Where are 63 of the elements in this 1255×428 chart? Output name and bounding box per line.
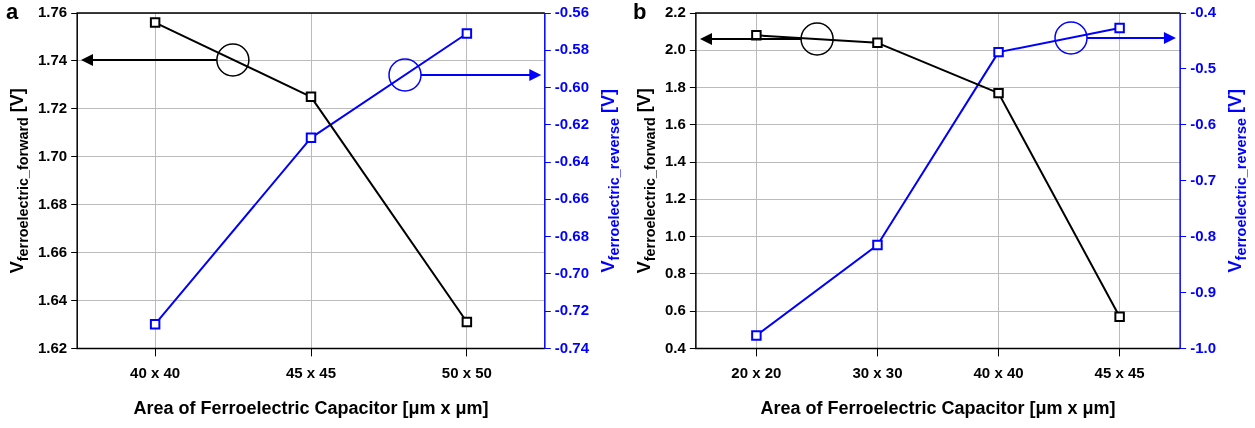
x-tick-label: 40 x 40 [973,363,1024,381]
x-tick-label: 40 x 40 [130,363,181,381]
point [149,17,161,28]
y2-tick-label: -0.64 [554,152,590,170]
y-axis-title: Vferroelectric_forward [V] [633,88,659,274]
point [872,37,883,49]
y2-tick-label: -0.4 [1190,3,1217,21]
y-axis-title: Vferroelectric_forward [V] [6,88,32,274]
x-axis-title: Area of Ferroelectric Capacitor [μm x μm] [760,398,1116,419]
y-tick-label: 1.8 [664,77,686,95]
y-tick-label: 1.0 [664,226,686,244]
chart-title: a [6,0,19,25]
y-tick-label: 1.70 [37,146,68,164]
point [751,330,762,341]
y-tick-label: 1.72 [37,98,68,116]
x-tick-label: 45 x 45 [285,363,337,381]
y-tick-label: 1.76 [37,3,68,21]
y2-tick-label: -0.62 [554,114,590,132]
x-tick-label: 20 x 20 [731,363,782,381]
point [993,46,1004,58]
y-tick-label: 0.6 [664,301,686,319]
y2-tick-label: -0.8 [1190,226,1217,244]
y-tick-label: 1.6 [664,114,686,132]
x-tick-label: 30 x 30 [852,363,903,381]
y-tick-label: 0.4 [664,338,687,356]
y2-tick-label: -0.6 [1190,114,1217,132]
y2-tick-label: -0.7 [1190,170,1217,188]
x-axis-title: Area of Ferroelectric Capacitor [μm x μm] [133,398,489,419]
point [149,318,161,330]
x-tick-label: 50 x 50 [441,363,492,381]
point [305,132,317,144]
y-tick-label: 1.64 [37,290,68,308]
y-tick-label: 2.0 [664,40,686,58]
y-tick-label: 0.8 [664,264,686,282]
y-tick-label: 1.68 [37,194,68,212]
y-tick-label: 1.2 [664,189,686,207]
y-tick-label: 2.2 [664,3,686,21]
y2-tick-label: -0.70 [554,264,590,282]
y2-tick-label: -0.58 [554,40,590,58]
y-tick-label: 1.66 [37,242,68,260]
point [461,316,473,328]
y2-tick-label: -0.9 [1190,282,1217,300]
point [993,87,1004,99]
y2-axis-title: Vferroelectric_reverse [V] [1224,88,1250,273]
point [461,28,473,39]
y2-tick-label: -0.66 [554,189,590,207]
y2-tick-label: -0.60 [554,77,590,95]
y2-tick-label: -0.72 [554,301,590,319]
point [1114,22,1125,34]
y-tick-label: 1.4 [664,152,687,170]
y-tick-label: 1.62 [37,338,68,356]
chart-title: b [633,0,647,25]
point [1114,311,1125,322]
x-tick-label: 45 x 45 [1094,363,1145,381]
y2-tick-label: -0.5 [1190,59,1217,77]
point [872,239,883,251]
y-tick-label: 1.74 [37,51,68,69]
y2-axis-title: Vferroelectric_reverse [V] [597,88,623,273]
y2-tick-label: -0.68 [554,226,590,244]
point [305,91,317,103]
y2-tick-label: -1.0 [1190,338,1217,356]
y2-tick-label: -0.74 [554,338,590,356]
y2-tick-label: -0.56 [554,3,590,21]
